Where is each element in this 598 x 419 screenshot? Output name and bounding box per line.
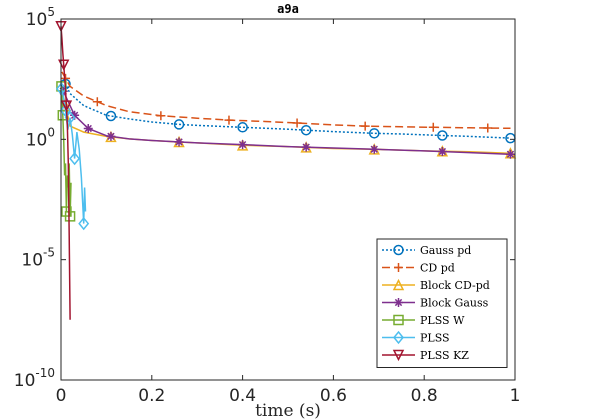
- data-point-marker: [428, 122, 438, 132]
- legend-marker: [393, 314, 404, 326]
- legend-label: PLSS KZ: [420, 349, 469, 362]
- legend-marker: [392, 278, 405, 291]
- data-point-marker: [300, 124, 312, 136]
- data-point-marker: [60, 100, 73, 112]
- data-point-marker: [92, 97, 102, 107]
- data-point-marker: [69, 151, 81, 166]
- data-point-marker: [292, 118, 302, 128]
- data-point-marker: [174, 137, 184, 147]
- legend-label: Block Gauss: [420, 297, 489, 310]
- legend-item: Block Gauss: [382, 297, 489, 310]
- series-gauss-pd: [60, 78, 516, 144]
- series-line: [62, 90, 511, 156]
- legend-item: PLSS: [382, 330, 450, 345]
- data-point-marker: [369, 128, 380, 139]
- legend-marker: [392, 349, 405, 362]
- data-point-marker: [301, 142, 311, 152]
- data-point-marker: [483, 123, 493, 133]
- legend-label: PLSS: [420, 332, 450, 345]
- data-point-marker: [83, 124, 93, 134]
- legend-item: PLSS KZ: [382, 349, 469, 362]
- x-tick-label: 0.2: [138, 386, 165, 406]
- x-tick-label: 0.4: [229, 386, 256, 406]
- x-tick-label: 1: [510, 386, 521, 406]
- series-line: [60, 88, 87, 224]
- data-point-marker: [70, 110, 80, 120]
- series-line: [62, 78, 511, 139]
- legend-item: CD pd: [382, 262, 455, 275]
- data-point-marker: [173, 119, 185, 130]
- data-point-marker: [78, 216, 90, 231]
- legend-item: PLSS W: [382, 314, 465, 327]
- legend-marker: [393, 244, 404, 256]
- data-point-marker: [437, 130, 448, 141]
- data-point-marker: [64, 211, 76, 222]
- data-point-marker: [156, 111, 166, 121]
- data-point-marker: [106, 131, 116, 141]
- legend-marker: [394, 263, 403, 272]
- axes-box: [60, 18, 516, 381]
- legend-label: Block CD-pd: [420, 279, 490, 292]
- legend-marker: [394, 298, 403, 307]
- legend: Gauss pd CD pd Block CD-pd Block Gauss PLSS …: [376, 238, 508, 368]
- legend-marker: [393, 330, 404, 345]
- data-point-marker: [238, 140, 248, 150]
- legend-item: Gauss pd: [382, 244, 471, 257]
- series-line: [60, 26, 71, 320]
- legend-label: CD pd: [420, 262, 455, 275]
- x-tick-label: 0: [56, 386, 67, 406]
- y-tick-label: 10-10: [14, 366, 55, 391]
- legend-label: Gauss pd: [420, 244, 471, 257]
- x-tick-label: 0.8: [411, 386, 438, 406]
- data-point-marker: [224, 115, 234, 125]
- series-line: [61, 71, 511, 130]
- data-point-marker: [369, 144, 379, 154]
- y-tick-label: 105: [26, 5, 55, 30]
- data-point-marker: [360, 121, 370, 131]
- series-layer: [55, 20, 517, 320]
- x-axis-label: time (s): [255, 401, 321, 419]
- legend-item: Block CD-pd: [382, 278, 490, 292]
- data-point-marker: [505, 149, 515, 159]
- series-cd-pd: [61, 71, 511, 133]
- data-point-marker: [60, 103, 72, 118]
- axes-layer: 0 0.2 0.4 0.6 0.8 1 105 100 10-5 10-10: [14, 5, 521, 406]
- y-tick-label: 100: [26, 125, 55, 150]
- legend-label: PLSS W: [420, 314, 465, 327]
- data-point-marker: [437, 147, 447, 157]
- y-tick-label: 10-5: [21, 246, 55, 271]
- data-point-marker: [237, 122, 248, 133]
- x-tick-label: 0.6: [320, 386, 347, 406]
- data-point-marker: [105, 110, 117, 122]
- chart-title: a9a: [277, 2, 299, 16]
